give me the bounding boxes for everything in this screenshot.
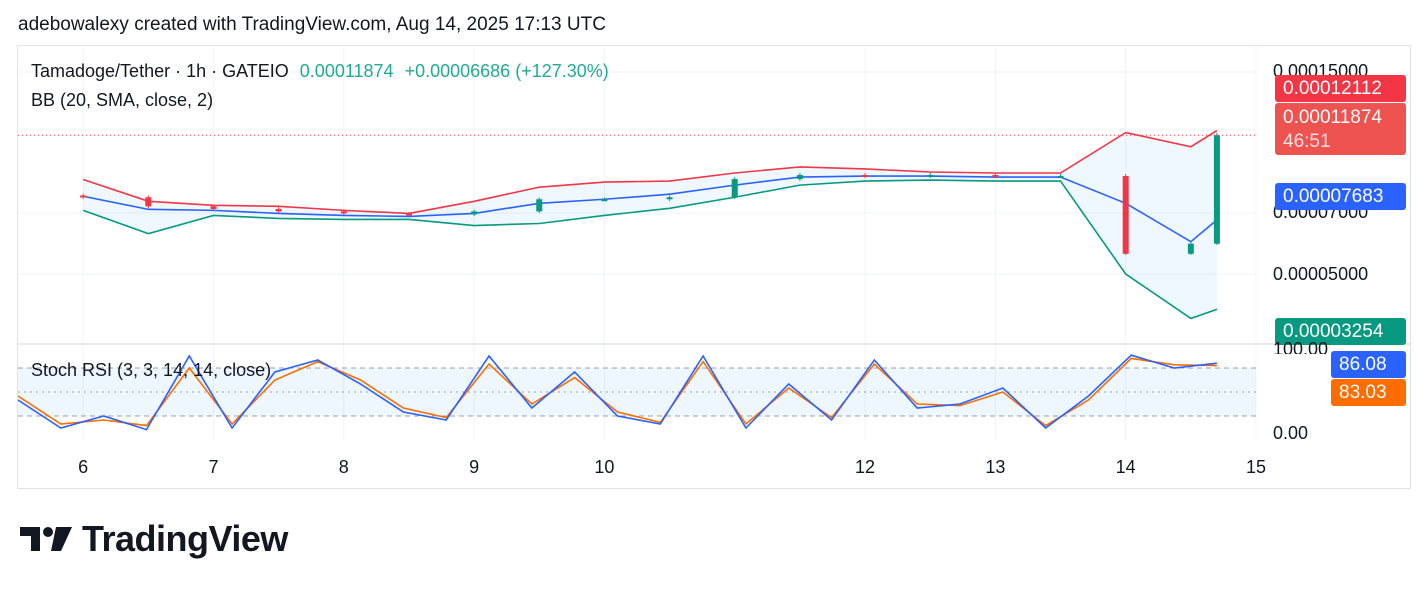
stoch-k-line bbox=[17, 354, 1217, 431]
candle-body bbox=[275, 208, 282, 212]
bb-legend[interactable]: BB (20, SMA, close, 2) bbox=[31, 90, 214, 110]
time-tick-label: 9 bbox=[469, 457, 479, 477]
time-tick-label: 10 bbox=[594, 457, 614, 477]
candle-body bbox=[80, 195, 87, 198]
candle-body bbox=[471, 211, 478, 215]
price-change: +0.00006686 (+127.30%) bbox=[404, 61, 609, 81]
bb-basis-label: 0.00007683 bbox=[1275, 183, 1406, 210]
time-tick-label: 8 bbox=[339, 457, 349, 477]
symbol-legend[interactable]: Tamadoge/Tether · 1h · GATEIO 0.00011874… bbox=[31, 61, 609, 82]
candle-body bbox=[210, 206, 217, 209]
candle-body bbox=[666, 197, 673, 200]
stoch-tick-0: 0.00 bbox=[1273, 423, 1309, 443]
candle-body bbox=[1187, 243, 1194, 254]
last-price: 0.00011874 bbox=[299, 61, 394, 81]
candle-body bbox=[340, 211, 347, 214]
bb-lower-line bbox=[82, 179, 1218, 320]
time-tick-label: 13 bbox=[985, 457, 1005, 477]
bb-lower-label: 0.00003254 bbox=[1275, 318, 1406, 345]
candle-body bbox=[536, 199, 543, 212]
chart-frame bbox=[17, 45, 1411, 489]
bb-band-fill bbox=[83, 130, 1217, 319]
bb-upper-label: 0.00012112 bbox=[1275, 75, 1406, 102]
bb-upper-line bbox=[82, 129, 1218, 215]
tradingview-logo-text: TradingView bbox=[82, 518, 288, 559]
price-tick-3: 0.00005000 bbox=[1273, 264, 1369, 284]
time-tick-label: 14 bbox=[1116, 457, 1136, 477]
price-pane bbox=[80, 129, 1220, 320]
candle-body bbox=[145, 197, 152, 207]
symbol-name: Tamadoge/Tether · 1h · GATEIO bbox=[31, 61, 289, 81]
time-tick-label: 6 bbox=[78, 457, 88, 477]
candle-body bbox=[1122, 176, 1129, 254]
last-price-label: 0.00011874 46:51 bbox=[1275, 103, 1406, 155]
chart-caption: adebowalexy created with TradingView.com… bbox=[18, 14, 606, 35]
candle-body bbox=[992, 175, 999, 178]
tradingview-logo-icon bbox=[20, 527, 72, 551]
candle-body bbox=[862, 175, 869, 178]
bar-countdown: 46:51 bbox=[1283, 131, 1331, 152]
stoch-d-label: 83.03 bbox=[1331, 379, 1406, 406]
candle-body bbox=[405, 213, 412, 216]
candle-body bbox=[731, 179, 738, 198]
stoch-k-label: 86.08 bbox=[1331, 351, 1406, 378]
stoch-tick-100: 100.00 bbox=[1273, 339, 1329, 359]
time-tick-label: 12 bbox=[855, 457, 875, 477]
last-price-value: 0.00011874 bbox=[1283, 107, 1382, 128]
candle-body bbox=[1057, 176, 1064, 179]
candle-body bbox=[927, 175, 934, 178]
time-tick-label: 7 bbox=[208, 457, 218, 477]
tradingview-logo[interactable]: TradingView bbox=[20, 518, 288, 560]
candle-body bbox=[1213, 135, 1220, 244]
stoch-legend[interactable]: Stoch RSI (3, 3, 14, 14, close) bbox=[31, 360, 272, 380]
candle-body bbox=[796, 175, 803, 180]
candle-body bbox=[601, 199, 608, 202]
time-tick-label: 15 bbox=[1246, 457, 1266, 477]
